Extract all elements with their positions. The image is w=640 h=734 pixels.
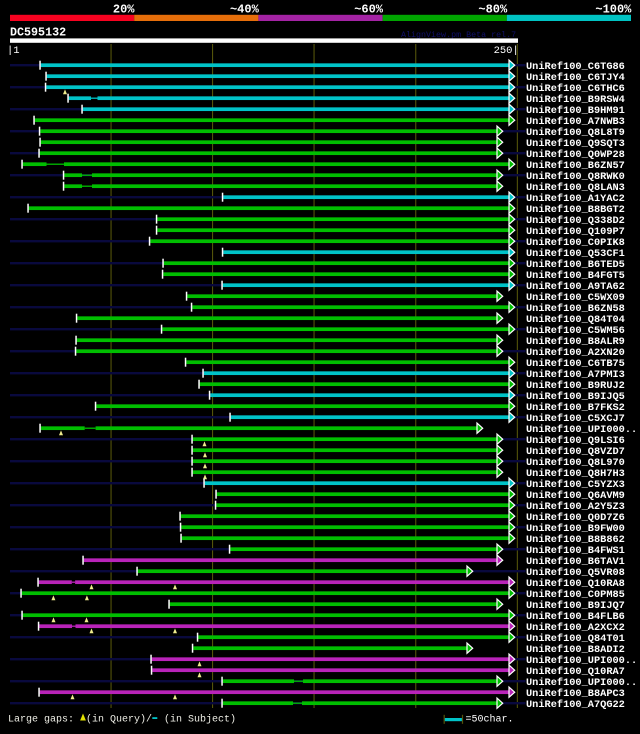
svg-text:UniRef100_Q8L970: UniRef100_Q8L970 xyxy=(526,457,625,469)
svg-text:UniRef100_A7PMI3: UniRef100_A7PMI3 xyxy=(526,369,625,381)
svg-text:(in Query)/: (in Query)/ xyxy=(86,714,152,726)
svg-text:UniRef100_B6ZN58: UniRef100_B6ZN58 xyxy=(526,303,625,315)
svg-text:UniRef100_Q8H7H3: UniRef100_Q8H7H3 xyxy=(526,468,625,480)
svg-text:250|: 250| xyxy=(494,45,519,57)
svg-text:UniRef100_C5WX09: UniRef100_C5WX09 xyxy=(526,292,625,304)
svg-text:UniRef100_Q0WP28: UniRef100_Q0WP28 xyxy=(526,149,625,161)
svg-text:~80%: ~80% xyxy=(478,2,508,16)
svg-text:UniRef100_Q338D2: UniRef100_Q338D2 xyxy=(526,215,625,227)
svg-text:~100%: ~100% xyxy=(595,2,632,16)
svg-text:UniRef100_Q8RWK0: UniRef100_Q8RWK0 xyxy=(526,171,625,183)
svg-text:UniRef100_B8BGT2: UniRef100_B8BGT2 xyxy=(526,204,625,216)
svg-text:UniRef100_Q9LSI6: UniRef100_Q9LSI6 xyxy=(526,435,625,447)
svg-text:|1: |1 xyxy=(7,45,20,57)
svg-text:UniRef100_B6TAV1: UniRef100_B6TAV1 xyxy=(526,556,625,568)
svg-text:UniRef100_C0PM85: UniRef100_C0PM85 xyxy=(526,589,625,601)
svg-text:UniRef100_B4FLB6: UniRef100_B4FLB6 xyxy=(526,611,625,623)
svg-text:UniRef100_Q8VZD7: UniRef100_Q8VZD7 xyxy=(526,446,625,458)
svg-text:UniRef100_B8B862: UniRef100_B8B862 xyxy=(526,534,625,546)
svg-text:UniRef100_Q8L8T9: UniRef100_Q8L8T9 xyxy=(526,127,625,139)
svg-text:UniRef100_B4FWS1: UniRef100_B4FWS1 xyxy=(526,545,625,557)
svg-text:UniRef100_B6ZN57: UniRef100_B6ZN57 xyxy=(526,160,625,172)
svg-text:UniRef100_Q10RA8: UniRef100_Q10RA8 xyxy=(526,578,625,590)
svg-text:UniRef100_Q84T04: UniRef100_Q84T04 xyxy=(526,314,625,326)
svg-text:UniRef100_A1YAC2: UniRef100_A1YAC2 xyxy=(526,193,625,205)
svg-text:UniRef100_B9FW00: UniRef100_B9FW00 xyxy=(526,523,625,535)
svg-text:UniRef100_B4FGT5: UniRef100_B4FGT5 xyxy=(526,270,625,282)
svg-text:UniRef100_A2XN20: UniRef100_A2XN20 xyxy=(526,347,625,359)
svg-text:UniRef100_A7NWB3: UniRef100_A7NWB3 xyxy=(526,116,625,128)
svg-text:UniRef100_B7FKS2: UniRef100_B7FKS2 xyxy=(526,402,625,414)
svg-text:UniRef100_Q8LAN3: UniRef100_Q8LAN3 xyxy=(526,182,625,194)
svg-text:AlignView.pm Beta rel.7: AlignView.pm Beta rel.7 xyxy=(401,30,516,40)
svg-text:DC595132: DC595132 xyxy=(10,25,66,39)
svg-text:UniRef100_A9TA62: UniRef100_A9TA62 xyxy=(526,281,625,293)
svg-text:UniRef100_C6TB75: UniRef100_C6TB75 xyxy=(526,358,625,370)
svg-text:UniRef100_UPI000..: UniRef100_UPI000.. xyxy=(526,655,637,667)
svg-text:(in Subject): (in Subject) xyxy=(164,714,236,726)
svg-text:UniRef100_C5WM56: UniRef100_C5WM56 xyxy=(526,325,625,337)
svg-text:UniRef100_Q9SQT3: UniRef100_Q9SQT3 xyxy=(526,138,625,150)
svg-text:UniRef100_B8ALR9: UniRef100_B8ALR9 xyxy=(526,336,625,348)
svg-text:20%: 20% xyxy=(113,2,135,16)
svg-text:UniRef100_Q109P7: UniRef100_Q109P7 xyxy=(526,226,625,238)
svg-text:=50char.: =50char. xyxy=(466,714,514,726)
svg-text:UniRef100_B9IJQ5: UniRef100_B9IJQ5 xyxy=(526,391,625,403)
svg-text:UniRef100_C6TG86: UniRef100_C6TG86 xyxy=(526,61,625,73)
svg-text:UniRef100_C6TJY4: UniRef100_C6TJY4 xyxy=(526,72,625,84)
svg-text:~60%: ~60% xyxy=(354,2,384,16)
svg-text:~40%: ~40% xyxy=(230,2,260,16)
svg-text:UniRef100_UPI000..: UniRef100_UPI000.. xyxy=(526,424,637,436)
svg-text:UniRef100_Q5VR08: UniRef100_Q5VR08 xyxy=(526,567,625,579)
svg-text:UniRef100_C6THC6: UniRef100_C6THC6 xyxy=(526,83,625,95)
svg-text:UniRef100_B9RUJ2: UniRef100_B9RUJ2 xyxy=(526,380,625,392)
svg-text:UniRef100_C0PIK8: UniRef100_C0PIK8 xyxy=(526,237,625,249)
svg-text:UniRef100_A2XCX2: UniRef100_A2XCX2 xyxy=(526,622,625,634)
svg-text:UniRef100_B9HM91: UniRef100_B9HM91 xyxy=(526,105,625,117)
svg-text:Large gaps:: Large gaps: xyxy=(8,715,74,726)
svg-text:UniRef100_B8APC3: UniRef100_B8APC3 xyxy=(526,688,625,700)
svg-text:UniRef100_B6TED5: UniRef100_B6TED5 xyxy=(526,259,625,271)
svg-text:UniRef100_B8ADI2: UniRef100_B8ADI2 xyxy=(526,644,625,656)
svg-text:UniRef100_C5YZX3: UniRef100_C5YZX3 xyxy=(526,479,625,491)
svg-text:UniRef100_B9IJQ7: UniRef100_B9IJQ7 xyxy=(526,600,625,612)
svg-text:UniRef100_Q0D7Z6: UniRef100_Q0D7Z6 xyxy=(526,512,625,524)
svg-text:UniRef100_Q84T01: UniRef100_Q84T01 xyxy=(526,633,625,645)
svg-text:UniRef100_Q6AVM9: UniRef100_Q6AVM9 xyxy=(526,490,625,502)
svg-text:UniRef100_Q10RA7: UniRef100_Q10RA7 xyxy=(526,666,625,678)
svg-text:UniRef100_A7QG22: UniRef100_A7QG22 xyxy=(526,699,625,711)
svg-text:UniRef100_B9RSW4: UniRef100_B9RSW4 xyxy=(526,94,625,106)
svg-text:UniRef100_UPI000..: UniRef100_UPI000.. xyxy=(526,677,637,689)
svg-text:UniRef100_C5XCJ7: UniRef100_C5XCJ7 xyxy=(526,413,625,425)
svg-text:UniRef100_Q53CF1: UniRef100_Q53CF1 xyxy=(526,248,625,260)
svg-text:UniRef100_A2Y5Z3: UniRef100_A2Y5Z3 xyxy=(526,501,625,513)
